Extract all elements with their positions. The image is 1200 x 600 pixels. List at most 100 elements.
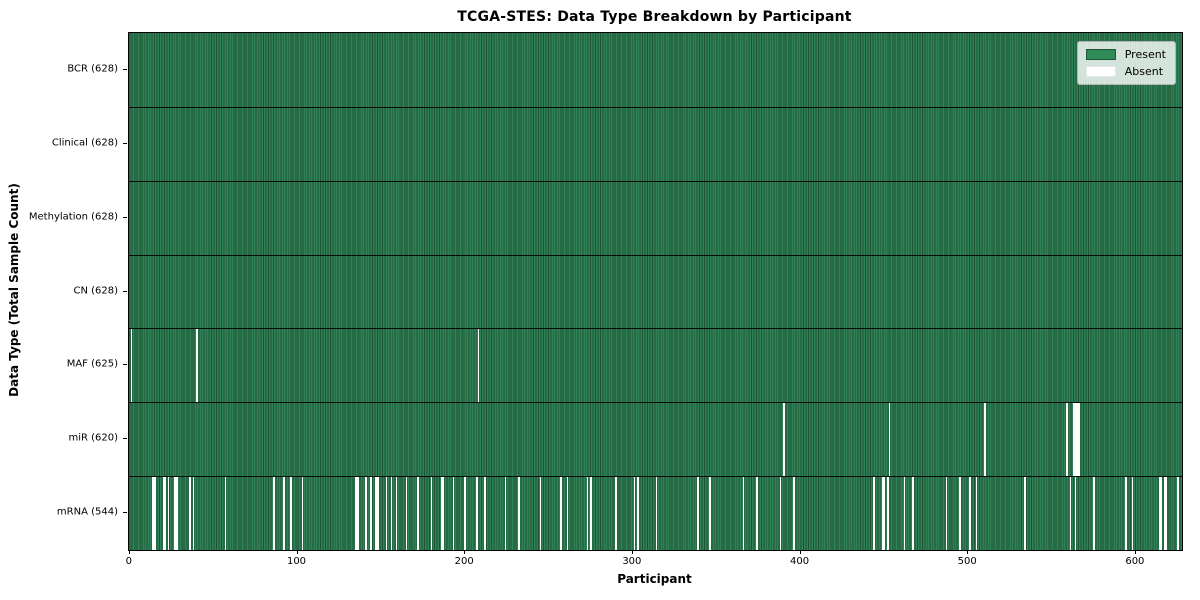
x-tick-mark <box>799 550 801 554</box>
heatmap-row-cn <box>129 254 1182 329</box>
absent-mark <box>637 477 639 550</box>
absent-mark <box>1093 477 1095 550</box>
absent-mark <box>385 477 388 550</box>
y-tick-mark <box>123 438 127 440</box>
absent-mark <box>697 477 700 550</box>
absent-mark <box>742 477 745 550</box>
legend-swatch-absent-icon <box>1085 66 1116 77</box>
x-tick-label: 500 <box>957 556 977 567</box>
x-tick-label: 200 <box>454 556 474 567</box>
absent-mark <box>756 477 758 550</box>
absent-mark <box>1076 403 1079 477</box>
y-tick-mark <box>123 364 127 366</box>
heatmap-row-methylation <box>129 180 1182 255</box>
absent-mark <box>442 477 445 550</box>
y-tick-label: miR (620) <box>68 432 118 444</box>
x-tick-label: 300 <box>622 556 642 567</box>
x-tick-label: 100 <box>286 556 307 567</box>
legend-label-present: Present <box>1124 48 1166 61</box>
absent-mark <box>958 477 961 550</box>
absent-mark <box>912 477 914 550</box>
absent-mark <box>1078 403 1080 477</box>
absent-mark <box>709 477 711 550</box>
absent-mark <box>355 477 358 550</box>
absent-mark <box>464 477 467 550</box>
absent-mark <box>390 477 393 550</box>
y-tick-mark <box>123 512 127 514</box>
chart-title: TCGA-STES: Data Type Breakdown by Partic… <box>457 9 852 25</box>
absent-mark <box>301 477 304 550</box>
x-tick-mark <box>967 550 969 554</box>
y-tick-label: BCR (628) <box>67 63 118 75</box>
absent-mark <box>566 477 569 550</box>
y-tick-label: MAF (625) <box>66 358 118 370</box>
legend-swatch-present-icon <box>1085 49 1116 60</box>
y-tick-label: CN (628) <box>73 285 118 296</box>
absent-mark <box>1073 403 1075 477</box>
absent-mark <box>633 477 636 550</box>
absent-mark <box>164 477 166 550</box>
absent-mark <box>375 477 378 550</box>
absent-mark <box>984 403 986 477</box>
absent-mark <box>903 477 906 550</box>
absent-mark <box>881 477 884 550</box>
heatmap-row-mrna <box>129 476 1182 550</box>
absent-mark <box>615 477 617 550</box>
legend-item-present: Present <box>1085 48 1166 61</box>
absent-mark <box>792 477 795 550</box>
absent-mark <box>167 477 170 550</box>
x-tick-mark <box>464 550 466 554</box>
absent-mark <box>175 477 178 550</box>
absent-mark <box>888 403 891 477</box>
absent-mark <box>477 329 480 403</box>
heatmap-row-mir <box>129 402 1182 477</box>
absent-mark <box>945 477 948 550</box>
absent-mark <box>779 477 782 550</box>
absent-mark <box>430 477 433 550</box>
absent-mark <box>873 477 876 550</box>
absent-mark <box>1163 477 1166 550</box>
absent-mark <box>162 477 165 550</box>
absent-mark <box>283 477 285 550</box>
y-tick-mark <box>123 216 127 218</box>
absent-mark <box>1160 477 1162 550</box>
legend: Present Absent <box>1076 41 1176 85</box>
x-axis-title: Participant <box>617 572 692 586</box>
heatmap-row-bcr <box>129 33 1182 107</box>
absent-mark <box>1124 477 1127 550</box>
absent-mark <box>1158 477 1161 550</box>
absent-mark <box>504 477 507 550</box>
y-tick-label: mRNA (544) <box>56 506 118 518</box>
y-tick-mark <box>123 68 127 70</box>
absent-mark <box>417 477 420 550</box>
absent-mark <box>1069 477 1072 550</box>
legend-item-absent: Absent <box>1085 65 1166 78</box>
absent-mark <box>377 477 379 550</box>
x-tick-mark <box>296 550 298 554</box>
absent-mark <box>452 477 455 550</box>
absent-mark <box>975 477 978 550</box>
absent-mark <box>1176 477 1179 550</box>
absent-mark <box>969 477 971 550</box>
absent-mark <box>152 477 155 550</box>
absent-mark <box>518 477 520 550</box>
absent-mark <box>590 477 592 550</box>
absent-mark <box>370 477 373 550</box>
absent-mark <box>1131 477 1134 550</box>
absent-mark <box>655 477 658 550</box>
x-tick-label: 0 <box>125 556 133 567</box>
plot-area: Present Absent <box>128 32 1183 551</box>
absent-mark <box>484 477 487 550</box>
x-tick-mark <box>128 550 130 554</box>
legend-label-absent: Absent <box>1124 65 1164 78</box>
absent-mark <box>130 329 133 403</box>
heatmap-row-maf <box>129 328 1182 403</box>
absent-mark <box>395 477 398 550</box>
absent-mark <box>1074 477 1077 550</box>
y-tick-mark <box>123 290 127 292</box>
absent-mark <box>559 477 562 550</box>
absent-mark <box>174 477 176 550</box>
absent-mark <box>886 477 889 550</box>
y-tick-label: Methylation (628) <box>28 211 118 223</box>
absent-mark <box>192 477 195 550</box>
